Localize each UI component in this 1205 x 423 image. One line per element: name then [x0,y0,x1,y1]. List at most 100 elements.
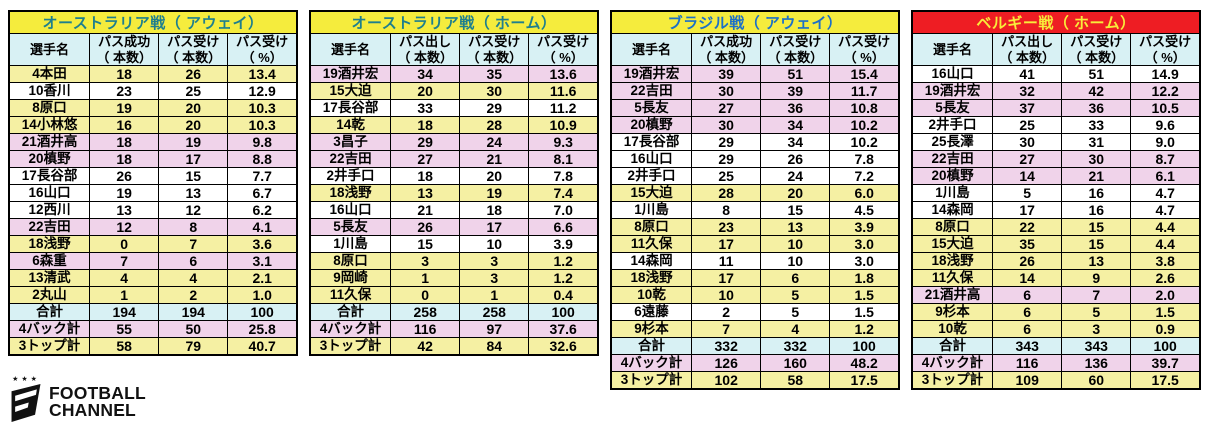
player-row: 20槙野 14 21 6.1 [911,167,1201,186]
player-row: 21酒井高 18 19 9.8 [8,133,298,152]
stats-table: ブラジル戦（ アウェイ） 選手名 パス成功 （ 本数） パス受け （ 本数） パス受け … [610,10,900,390]
stat-value: 4.1 [227,218,298,237]
player-row: 2井手口 25 24 7.2 [610,167,900,186]
stat-value: 10 [459,235,530,254]
stat-value: 3 [390,252,461,271]
stat-value: 10 [760,252,831,271]
stat-value: 7.8 [528,167,599,186]
player-name: 合計 [911,337,994,356]
stat-value: 6.1 [1130,167,1201,186]
summary-row: 3トップ計 102 58 17.5 [610,371,900,390]
stat-value: 15 [1061,235,1132,254]
player-row: 22吉田 30 39 11.7 [610,82,900,101]
player-row: 10乾 10 5 1.5 [610,286,900,305]
stat-value: 35 [459,65,530,84]
stat-value: 15 [390,235,461,254]
stat-value: 332 [760,337,831,356]
stat-value: 7 [691,320,762,339]
stat-value: 258 [459,303,530,322]
stat-value: 116 [390,320,461,339]
player-row: 14森岡 17 16 4.7 [911,201,1201,220]
stat-value: 16 [1061,201,1132,220]
player-row: 25長澤 30 31 9.0 [911,133,1201,152]
stat-value: 26 [89,167,160,186]
stat-value: 10.8 [829,99,900,118]
player-name: 2井手口 [911,116,994,135]
summary-row: 4バック計 116 97 37.6 [309,320,599,339]
stat-value: 34 [390,65,461,84]
stat-value: 0.9 [1130,320,1201,339]
stat-value: 10.3 [227,99,298,118]
player-row: 16山口 19 13 6.7 [8,184,298,203]
stat-value: 36 [760,99,831,118]
player-row: 16山口 21 18 7.0 [309,201,599,220]
stat-value: 13 [89,201,160,220]
stat-value: 24 [760,167,831,186]
player-row: 16山口 41 51 14.9 [911,65,1201,84]
stat-value: 18 [390,167,461,186]
stat-value: 6 [158,252,229,271]
player-name: 15大迫 [610,184,693,203]
stat-value: 194 [89,303,160,322]
stat-value: 25 [992,116,1063,135]
table-title: ベルギー戦（ ホーム） [911,10,1201,34]
player-row: 1川島 8 15 4.5 [610,201,900,220]
flag-f-icon [11,384,41,422]
player-name: 14乾 [309,116,392,135]
column-header: 選手名 [8,32,91,67]
stat-value: 3.9 [528,235,599,254]
summary-row: 合計 258 258 100 [309,303,599,322]
logo-mark: ★★★ [10,376,42,422]
player-name: 14小林悠 [8,116,91,135]
stat-value: 15 [158,167,229,186]
stat-value: 60 [1061,371,1132,390]
stat-value: 10.3 [227,116,298,135]
player-name: 16山口 [911,65,994,84]
column-header: パス成功 （ 本数） [89,32,160,67]
stat-value: 4 [89,269,160,288]
stat-value: 11.7 [829,82,900,101]
stat-value: 19 [89,99,160,118]
stat-value: 10.2 [829,133,900,152]
player-name: 合計 [309,303,392,322]
player-name: 12西川 [8,201,91,220]
stat-value: 126 [691,354,762,373]
stat-value: 21 [390,201,461,220]
player-name: 5長友 [610,99,693,118]
stat-value: 21 [459,150,530,169]
player-row: 22吉田 12 8 4.1 [8,218,298,237]
player-name: 25長澤 [911,133,994,152]
summary-row: 合計 194 194 100 [8,303,298,322]
player-name: 22吉田 [911,150,994,169]
player-name: 22吉田 [610,82,693,101]
player-row: 13清武 4 4 2.1 [8,269,298,288]
player-name: 18浅野 [309,184,392,203]
stat-value: 7.2 [829,167,900,186]
player-row: 15大迫 35 15 4.4 [911,235,1201,254]
stat-value: 28 [691,184,762,203]
player-name: 1川島 [911,184,994,203]
player-name: 4バック計 [610,354,693,373]
stat-value: 1.2 [528,252,599,271]
player-name: 17長谷部 [610,133,693,152]
stat-value: 1.5 [829,303,900,322]
stat-value: 17 [459,218,530,237]
column-header: 選手名 [309,32,392,67]
stat-value: 25 [691,167,762,186]
stat-value: 6.2 [227,201,298,220]
player-name: 9岡崎 [309,269,392,288]
player-name: 4バック計 [8,320,91,339]
column-header: パス受け （ 本数） [459,32,530,67]
column-header: パス受け （ %） [227,32,298,67]
stat-value: 11.2 [528,99,599,118]
stat-value: 29 [691,150,762,169]
player-row: 11久保 14 9 2.6 [911,269,1201,288]
player-row: 5長友 27 36 10.8 [610,99,900,118]
stat-value: 0 [89,235,160,254]
player-name: 17長谷部 [8,167,91,186]
stats-table: ベルギー戦（ ホーム） 選手名 パス出し （ 本数） パス受け （ 本数） パス受け （… [911,10,1201,390]
stat-value: 1 [89,286,160,305]
stat-value: 7 [89,252,160,271]
player-name: 3トップ計 [8,337,91,356]
player-row: 14小林悠 16 20 10.3 [8,116,298,135]
